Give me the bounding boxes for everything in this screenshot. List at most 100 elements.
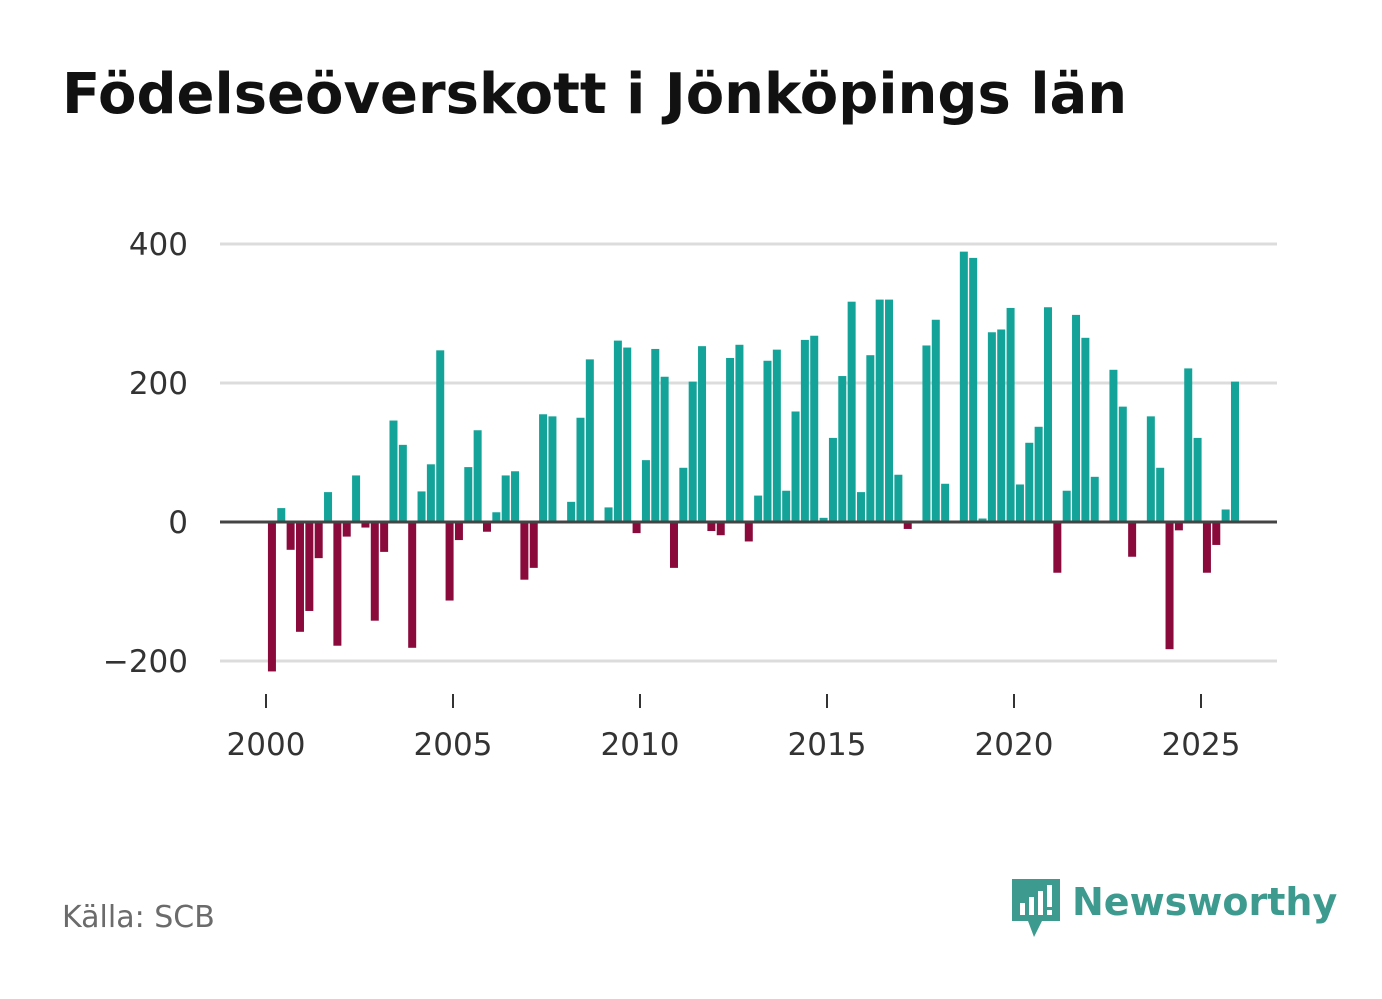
bar (1072, 314, 1081, 522)
bar (380, 522, 389, 552)
bar (576, 417, 585, 522)
bar (791, 411, 800, 522)
bar (959, 251, 968, 522)
bar (1156, 467, 1165, 522)
bar (324, 492, 333, 522)
bar (679, 467, 688, 522)
bar (1165, 522, 1174, 650)
bar (660, 376, 669, 522)
bar (828, 437, 837, 522)
bar (698, 346, 707, 522)
bar (632, 522, 641, 534)
bar (548, 416, 557, 522)
x-tick-label: 2005 (414, 727, 493, 763)
bar (969, 257, 978, 522)
bar (941, 483, 950, 522)
bar (361, 522, 370, 528)
bar (445, 522, 454, 601)
bar (436, 350, 445, 522)
bar (688, 381, 697, 522)
bar (838, 376, 847, 522)
bar (613, 340, 622, 522)
chart-title: Födelseöverskott i Jönköpings län (62, 62, 1128, 127)
bar (987, 332, 996, 522)
bar (501, 475, 510, 522)
bar (426, 464, 435, 522)
bar (1193, 437, 1202, 522)
bar (1062, 490, 1071, 522)
bar (847, 301, 856, 522)
bar (1015, 484, 1024, 522)
bar (1230, 381, 1239, 522)
bar (333, 522, 342, 646)
bar (1174, 522, 1183, 531)
bar (277, 508, 286, 522)
bar (782, 490, 791, 522)
bar (314, 522, 323, 559)
y-tick-label: 400 (129, 227, 188, 263)
bar (772, 349, 781, 522)
bar (903, 522, 912, 529)
bar (1025, 442, 1034, 522)
bar (716, 522, 725, 536)
bar (763, 360, 772, 522)
bar (819, 517, 828, 522)
bar (1053, 522, 1062, 573)
bar (875, 299, 884, 522)
bar (1221, 509, 1230, 522)
bar (735, 344, 744, 522)
bar (295, 522, 304, 632)
x-tick-label: 2025 (1162, 727, 1241, 763)
bar (922, 345, 931, 522)
x-tick-label: 2015 (788, 727, 867, 763)
bar (1202, 522, 1211, 573)
bar (1006, 307, 1015, 522)
brand-logo: Newsworthy (1010, 877, 1337, 939)
bar (931, 319, 940, 522)
bar (482, 522, 491, 532)
y-tick-label: 0 (168, 505, 188, 541)
bar (585, 359, 594, 522)
bar (866, 355, 875, 522)
y-tick-label: 200 (129, 366, 188, 402)
bar (286, 522, 295, 550)
bar (454, 522, 463, 541)
bar (1034, 426, 1043, 522)
bar (305, 522, 314, 611)
bar (464, 467, 473, 522)
bar (604, 507, 613, 522)
bar (352, 475, 361, 522)
bar (1146, 416, 1155, 522)
bar (417, 491, 426, 522)
bar (1212, 522, 1221, 545)
bar (707, 522, 716, 532)
bar (1109, 369, 1118, 522)
bar (1090, 476, 1099, 522)
bar (408, 522, 417, 648)
bar (997, 329, 1006, 522)
bar (800, 339, 809, 522)
bar (726, 357, 735, 522)
bar (894, 474, 903, 522)
bar (539, 414, 548, 522)
bar (978, 518, 987, 522)
bar (754, 495, 763, 522)
x-tick-label: 2020 (975, 727, 1054, 763)
bar (1043, 307, 1052, 522)
brand-name: Newsworthy (1072, 880, 1338, 924)
bar (342, 522, 351, 537)
bar (885, 299, 894, 522)
x-tick-label: 2000 (227, 727, 306, 763)
bar (651, 348, 660, 522)
bar (398, 444, 407, 522)
newsworthy-logo-icon (1012, 879, 1060, 937)
y-tick-label: −200 (103, 644, 188, 680)
bar (370, 522, 379, 621)
bar (529, 522, 538, 568)
bar (567, 501, 576, 522)
bar (267, 522, 276, 672)
bar (641, 460, 650, 522)
bar (520, 522, 529, 580)
bar (473, 430, 482, 522)
